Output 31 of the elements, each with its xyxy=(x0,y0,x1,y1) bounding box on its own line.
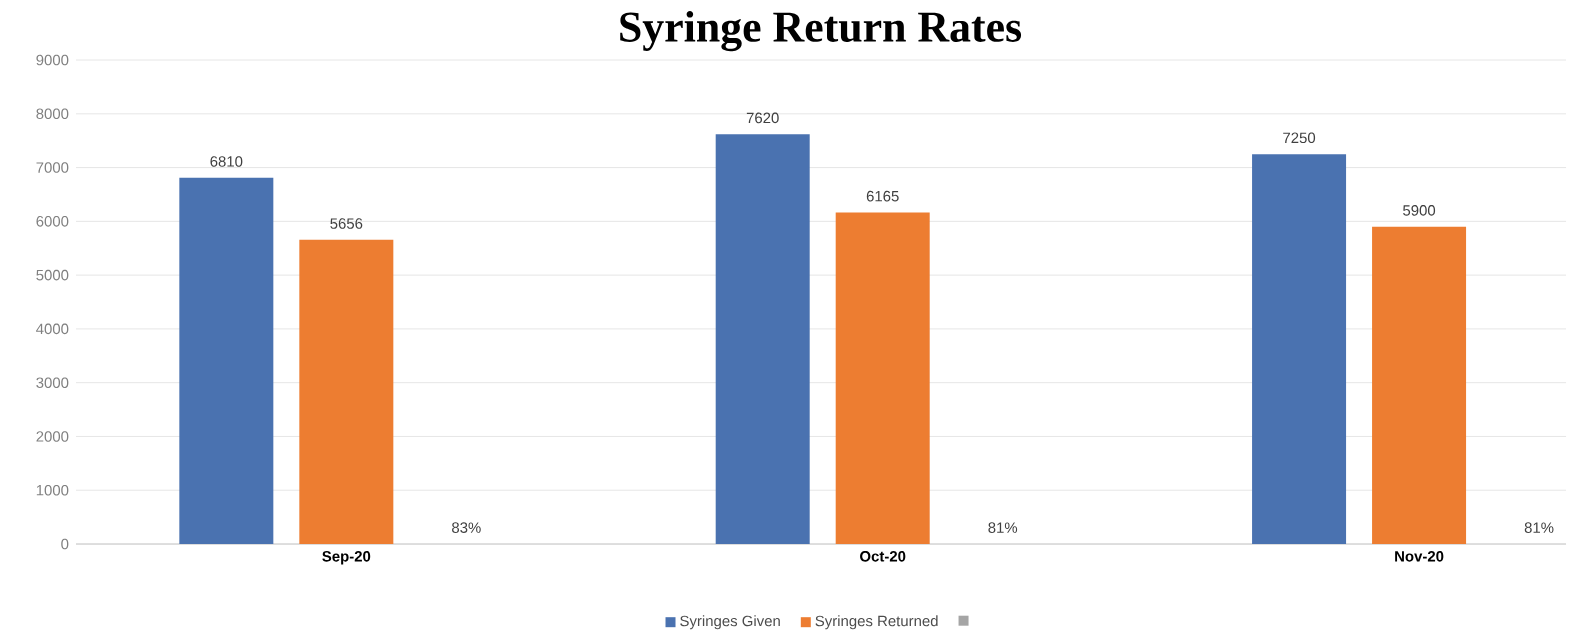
legend-label: Syringes Given xyxy=(680,615,780,630)
bar xyxy=(1372,226,1467,544)
bar xyxy=(715,134,810,544)
data-label: 5900 xyxy=(1403,205,1436,216)
x-tick-label: Oct-20 xyxy=(860,551,906,562)
data-label: 81% xyxy=(1524,522,1554,533)
data-label: 6165 xyxy=(866,190,899,202)
data-label: 6810 xyxy=(210,156,243,167)
y-tick-label: 0 xyxy=(61,538,69,550)
data-label: 5656 xyxy=(330,218,363,229)
y-tick-label: 7000 xyxy=(36,162,69,173)
y-tick-label: 8000 xyxy=(36,108,69,120)
y-tick-label: 9000 xyxy=(36,54,69,66)
bar xyxy=(179,177,274,544)
y-tick-label: 6000 xyxy=(36,216,69,227)
data-label: 7620 xyxy=(746,112,779,124)
y-tick-label: 3000 xyxy=(36,377,69,388)
bar xyxy=(299,239,394,544)
y-tick-label: 1000 xyxy=(36,484,69,496)
bar xyxy=(1252,154,1347,544)
y-tick-label: 2000 xyxy=(36,431,69,442)
y-tick-label: 4000 xyxy=(36,323,69,335)
data-label: 7250 xyxy=(1283,132,1316,144)
bar xyxy=(835,212,930,544)
data-label: 81% xyxy=(988,522,1018,533)
x-tick-label: Sep-20 xyxy=(322,551,371,565)
y-tick-label: 5000 xyxy=(36,269,69,281)
x-tick-label: Nov-20 xyxy=(1395,551,1444,562)
data-label: 83% xyxy=(452,522,481,533)
chart-title: Syringe Return Rates xyxy=(620,11,1022,52)
legend-label: Syringes Returned xyxy=(815,615,938,630)
